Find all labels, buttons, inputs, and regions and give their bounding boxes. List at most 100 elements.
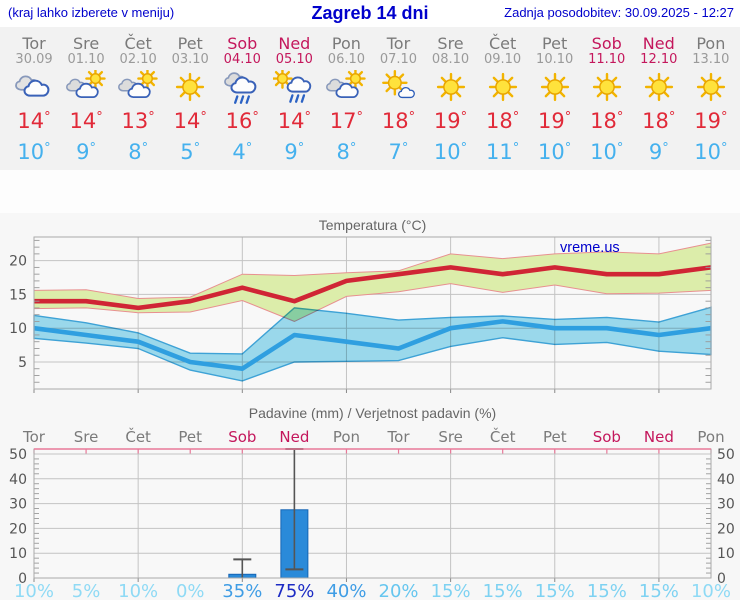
precip-y-labels: 0 0 10 10 20 20 30 30 40 40 50 50	[9, 447, 735, 587]
spacer-band	[0, 170, 740, 213]
temp-min-value: 7°	[388, 140, 409, 164]
day-column: Ned 05.10 14° 9°	[268, 30, 320, 168]
temp-max-value: 18°	[381, 109, 416, 133]
day-column: Sre 08.10 19° 10°	[425, 30, 477, 168]
temp-max-value: 13°	[121, 109, 155, 133]
day-column: Tor 07.10 18° 7°	[372, 30, 424, 168]
svg-text:Tor: Tor	[22, 428, 46, 446]
svg-text:Sob: Sob	[228, 428, 256, 446]
temp-axis-ticks	[33, 239, 711, 393]
sunny-icon	[477, 70, 529, 106]
sunny-icon	[164, 70, 216, 106]
temp-y-labels: 5 10 15 20	[9, 254, 27, 371]
svg-text:50: 50	[717, 447, 735, 463]
day-date: 09.10	[483, 52, 522, 67]
temp-max-value: 19°	[433, 109, 468, 133]
temp-min-value: 10°	[433, 140, 468, 164]
forecast-strip: Tor 30.09 14° 10° Sre 01.10 14° 9° Čet 02.10 13° 8°…	[8, 30, 737, 168]
day-name: Pon	[331, 34, 361, 53]
rain-icon	[216, 70, 268, 106]
day-name: Čet	[488, 34, 517, 53]
temp-min-value: 9°	[648, 140, 669, 164]
day-name: Sob	[227, 34, 258, 53]
day-name: Pet	[542, 34, 568, 53]
day-column: Pon 13.10 19° 10°	[685, 30, 737, 168]
temp-chart-title: Temperatura (°C)	[319, 217, 427, 233]
svg-text:0: 0	[717, 571, 726, 587]
precip-probability-label: 0%	[176, 581, 205, 600]
day-column: Tor 30.09 14° 10°	[8, 30, 60, 168]
temp-min-value: 10°	[694, 140, 728, 164]
precip-probability-label: 15%	[483, 581, 523, 600]
precip-probability-label: 15%	[639, 581, 679, 600]
precip-probability-label: 35%	[222, 581, 262, 600]
day-name: Pon	[696, 34, 726, 53]
svg-text:Sob: Sob	[593, 428, 621, 446]
day-date: 08.10	[431, 52, 470, 67]
temp-max-value: 19°	[694, 109, 728, 133]
day-column: Sob 04.10 16° 4°	[216, 30, 268, 168]
svg-text:Sre: Sre	[74, 428, 99, 446]
temperature-chart: 5 10 15 20 Temperatura (°C) vreme.us	[9, 217, 712, 393]
precip-probability-row: 10% 5% 10% 0% 35% 75% 40% 20% 15% 15% 15% 15% 15% 10%	[14, 581, 731, 600]
sun-rain-icon	[268, 68, 320, 106]
svg-text:10: 10	[9, 546, 27, 562]
day-name: Sob	[591, 34, 622, 53]
temp-max-value: 16°	[225, 109, 259, 133]
precip-probability-label: 5%	[72, 581, 101, 600]
svg-text:Čet: Čet	[490, 427, 516, 446]
day-column: Čet 02.10 13° 8°	[112, 30, 164, 168]
day-name: Tor	[386, 34, 411, 53]
svg-text:20: 20	[717, 521, 735, 537]
temp-max-value: 18°	[642, 109, 676, 133]
temp-min-value: 8°	[336, 140, 357, 164]
precip-probability-label: 10%	[14, 581, 54, 600]
day-column: Čet 09.10 18° 11°	[477, 30, 529, 168]
temp-max-value: 18°	[590, 109, 624, 133]
temp-max-line	[34, 265, 712, 311]
sunny-icon	[425, 70, 477, 106]
temp-max-value: 17°	[329, 109, 364, 133]
forecast-strip-background	[0, 27, 740, 170]
svg-text:Tor: Tor	[387, 428, 411, 446]
temp-max-value: 14°	[69, 109, 103, 133]
temp-min-value: 8°	[128, 140, 149, 164]
partly-cloudy-icon	[320, 68, 372, 106]
temp-min-value: 9°	[76, 140, 97, 164]
day-name: Sre	[437, 34, 464, 53]
sunny-icon	[633, 70, 685, 106]
precip-probability-label: 10%	[691, 581, 731, 600]
day-column: Pet 03.10 14° 5°	[164, 30, 216, 168]
temp-max-value: 18°	[485, 109, 520, 133]
precip-probability-label: 15%	[587, 581, 627, 600]
day-column: Sob 11.10 18° 10°	[581, 30, 633, 168]
svg-text:Pet: Pet	[543, 428, 567, 446]
svg-text:30: 30	[9, 497, 27, 513]
day-name: Tor	[22, 34, 46, 53]
precip-probability-label: 15%	[431, 581, 471, 600]
sunny-icon	[529, 70, 581, 106]
precip-axis-ticks	[33, 449, 712, 582]
svg-text:Čet: Čet	[125, 427, 151, 446]
day-date: 03.10	[171, 52, 209, 67]
day-date: 01.10	[67, 52, 105, 67]
temp-min-value: 11°	[485, 140, 520, 164]
day-date: 13.10	[692, 52, 730, 67]
svg-text:Pon: Pon	[333, 428, 360, 446]
day-column: Pon 06.10 17° 8°	[320, 30, 372, 168]
svg-text:Ned: Ned	[279, 428, 309, 446]
branding-link[interactable]: vreme.us	[560, 240, 620, 256]
day-date: 06.10	[327, 52, 366, 67]
day-name: Pet	[177, 34, 203, 53]
precip-plot-area	[34, 449, 711, 578]
day-date: 10.10	[536, 52, 574, 67]
day-date: 02.10	[119, 52, 157, 67]
day-date: 12.10	[640, 52, 678, 67]
day-name: Ned	[642, 34, 675, 53]
svg-text:5: 5	[18, 355, 27, 371]
page-title: Zagreb 14 dni	[311, 3, 429, 23]
day-name: Ned	[278, 34, 311, 53]
day-column: Sre 01.10 14° 9°	[60, 30, 112, 168]
temp-min-value: 4°	[232, 140, 253, 164]
